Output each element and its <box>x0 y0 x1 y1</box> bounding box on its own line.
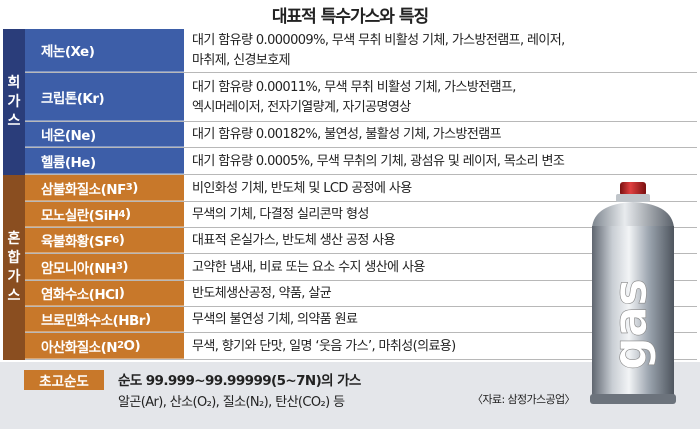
gas-name: 브로민화수소(HBr) <box>25 307 184 332</box>
group-char: 합 <box>7 249 21 266</box>
gas-description: 대기 함유량 0.00011%, 무색 무취 비활성 기체, 가스방전램프, 엑… <box>184 73 697 121</box>
purity-text: 순도 99.999~99.99999(5~7N)의 가스 <box>118 373 361 389</box>
page-title: 대표적 특수가스와 특징 <box>271 7 429 27</box>
table-row: 제논(Xe) 대기 함유량 0.000009%, 무색 무취 비활성 기체, 가… <box>25 29 697 73</box>
group-char: 희 <box>7 74 21 91</box>
group-char: 혼 <box>7 230 21 247</box>
gas-name: 헬륨(He) <box>25 148 184 174</box>
gas-name: 아산화질소(N 2 O) <box>25 333 184 359</box>
gas-name: 모노실란(SiH 4) <box>25 202 184 227</box>
table-row: 삼불화질소(NF 3) 비인화성 기체, 반도체 및 LCD 공정에 사용 <box>25 175 697 202</box>
gas-name: 네온(Ne) <box>25 122 184 147</box>
table-row: 네온(Ne) 대기 함유량 0.00182%, 불연성, 불활성 기체, 가스방… <box>25 122 697 148</box>
gas-can-icon: gas <box>590 182 676 404</box>
gas-name: 염화수소(HCl) <box>25 281 184 306</box>
group-label-rare: 희 가 스 <box>3 29 25 175</box>
gas-name: 육불화황(SF 6) <box>25 228 184 253</box>
group-char: 스 <box>7 112 21 129</box>
group-char: 가 <box>7 268 21 285</box>
group-char: 스 <box>7 287 21 304</box>
gas-description: 대기 함유량 0.000009%, 무색 무취 비활성 기체, 가스방전램프, … <box>184 29 697 72</box>
purity-gas-list: 알곤(Ar), 산소(O₂), 질소(N₂), 탄산(CO₂) 등 <box>118 395 345 410</box>
can-label: gas <box>603 279 657 370</box>
purity-label: 초고순도 <box>24 370 104 390</box>
gas-name: 제논(Xe) <box>25 29 184 72</box>
group-char: 가 <box>7 93 21 110</box>
gas-description: 비인화성 기체, 반도체 및 LCD 공정에 사용 <box>184 175 697 201</box>
table-row: 헬륨(He) 대기 함유량 0.0005%, 무색 무취의 기체, 광섬유 및 … <box>25 148 697 175</box>
gas-name: 삼불화질소(NF 3) <box>25 175 184 201</box>
gas-description: 대기 함유량 0.0005%, 무색 무취의 기체, 광섬유 및 레이저, 목소… <box>184 148 697 174</box>
purity-section: 초고순도 순도 99.999~99.99999(5~7N)의 가스 알곤(Ar)… <box>0 362 700 429</box>
gas-name: 암모니아(NH 3) <box>25 254 184 280</box>
gas-description: 대기 함유량 0.00182%, 불연성, 불활성 기체, 가스방전램프 <box>184 122 697 147</box>
group-label-mixed: 혼 합 가 스 <box>3 175 25 360</box>
table-row: 크립톤(Kr) 대기 함유량 0.00011%, 무색 무취 비활성 기체, 가… <box>25 73 697 122</box>
gas-name: 크립톤(Kr) <box>25 73 184 121</box>
source-credit: 〈자료: 삼정가스공업〉 <box>472 393 576 406</box>
